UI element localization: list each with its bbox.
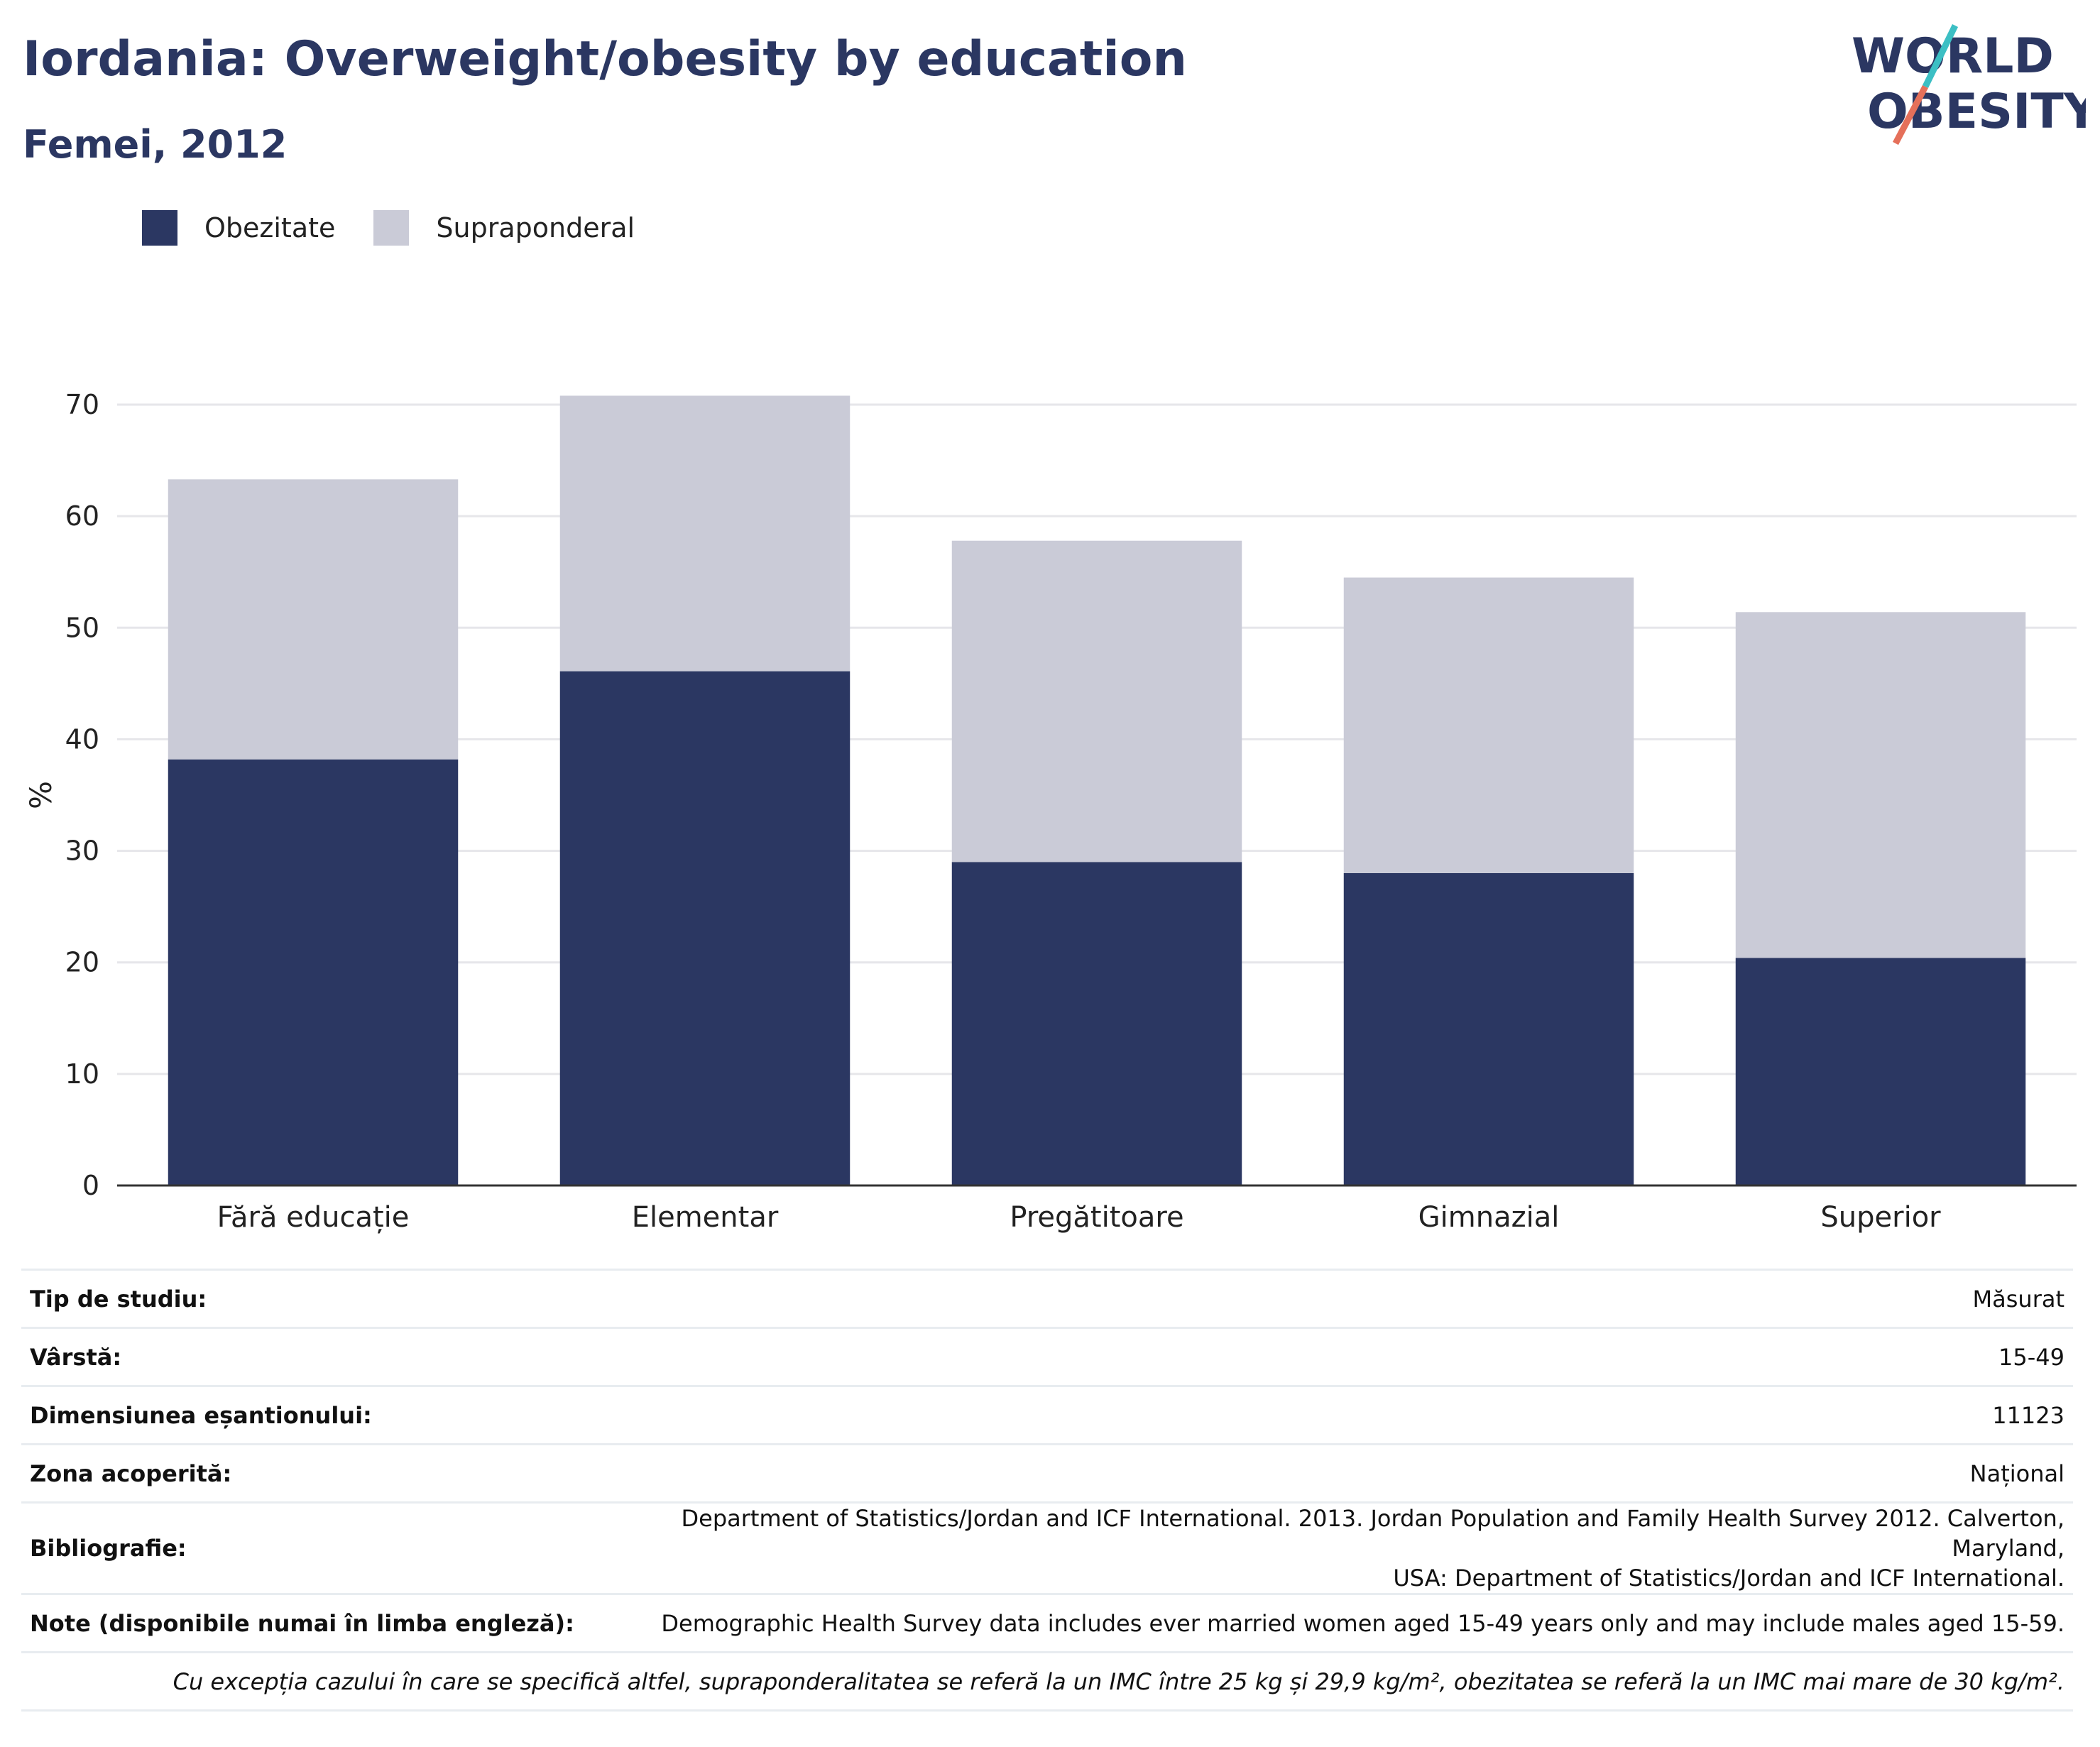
bar-obezitate bbox=[559, 671, 851, 1185]
meta-row: Vârstă: 15-49 bbox=[21, 1327, 2073, 1387]
legend-item-obezitate[interactable]: Obezitate bbox=[142, 210, 335, 246]
bar-supraponderal bbox=[168, 479, 459, 760]
bar-supraponderal bbox=[1735, 612, 2026, 958]
bar-obezitate bbox=[1735, 958, 2026, 1185]
bibliography-line2: USA: Department of Statistics/Jordan and… bbox=[1393, 1565, 2065, 1592]
meta-key: Dimensiunea eșantionului: bbox=[21, 1386, 583, 1445]
x-tick-label: Superior bbox=[1820, 1201, 1941, 1234]
bar-obezitate bbox=[168, 759, 459, 1185]
x-tick-label: Elementar bbox=[632, 1201, 779, 1234]
bar-supraponderal bbox=[951, 540, 1242, 862]
footnote: Cu excepția cazului în care se specifică… bbox=[21, 1652, 2073, 1712]
y-tick-label: 10 bbox=[65, 1058, 99, 1090]
y-axis-label: % bbox=[23, 781, 58, 809]
meta-key: Zona acoperită: bbox=[21, 1444, 583, 1504]
meta-row: Tip de studiu: Măsurat bbox=[21, 1269, 2073, 1329]
x-tick-label: Gimnazial bbox=[1418, 1201, 1560, 1234]
y-tick-label: 60 bbox=[65, 500, 99, 532]
logo-slash-red bbox=[1893, 84, 1928, 146]
meta-value: 11123 bbox=[582, 1386, 2073, 1445]
legend-label-obezitate: Obezitate bbox=[204, 212, 336, 243]
bibliography-line1: Department of Statistics/Jordan and ICF … bbox=[681, 1505, 2065, 1562]
chart-title: Iordania: Overweight/obesity by educatio… bbox=[23, 31, 1187, 87]
y-tick-label: 0 bbox=[82, 1170, 99, 1201]
meta-row: Dimensiunea eșantionului: 11123 bbox=[21, 1386, 2073, 1445]
meta-value: Măsurat bbox=[582, 1269, 2073, 1329]
x-tick-label: Fără educație bbox=[217, 1201, 410, 1234]
meta-row: Cu excepția cazului în care se specifică… bbox=[21, 1652, 2073, 1712]
x-tick-label: Pregătitoare bbox=[1010, 1201, 1183, 1234]
chart-subtitle: Femei, 2012 bbox=[23, 122, 288, 167]
y-tick-label: 30 bbox=[65, 836, 99, 867]
meta-key: Tip de studiu: bbox=[21, 1269, 583, 1329]
meta-row: Note (disponibile numai în limba engleză… bbox=[21, 1594, 2073, 1653]
y-tick-label: 20 bbox=[65, 947, 99, 978]
meta-row: Zona acoperită: Național bbox=[21, 1444, 2073, 1504]
y-tick-label: 70 bbox=[65, 389, 99, 420]
bar-obezitate bbox=[1343, 873, 1634, 1185]
meta-value: 15-49 bbox=[582, 1327, 2073, 1387]
bar-supraponderal bbox=[559, 395, 851, 672]
world-obesity-logo: WORLD OBESITY bbox=[1852, 24, 2086, 146]
chart-legend: Obezitate Supraponderal bbox=[142, 210, 673, 246]
meta-value: Demographic Health Survey data includes … bbox=[582, 1594, 2073, 1653]
legend-label-supraponderal: Supraponderal bbox=[436, 212, 635, 243]
meta-key: Bibliografie: bbox=[21, 1502, 583, 1595]
legend-item-supraponderal[interactable]: Supraponderal bbox=[373, 210, 635, 246]
meta-row: Bibliografie: Department of Statistics/J… bbox=[21, 1502, 2073, 1595]
y-tick-label: 40 bbox=[65, 723, 99, 755]
meta-key: Vârstă: bbox=[21, 1327, 583, 1387]
y-tick-label: 50 bbox=[65, 612, 99, 643]
meta-value: Național bbox=[582, 1444, 2073, 1504]
metadata-table: Tip de studiu: Măsurat Vârstă: 15-49 Dim… bbox=[21, 1269, 2073, 1712]
bar-obezitate bbox=[951, 862, 1242, 1185]
legend-swatch-obezitate bbox=[142, 210, 177, 246]
bar-chart: 0 10 20 30 40 50 60 70% Fără educație Elementar Pr… bbox=[23, 389, 2077, 1234]
logo-slash-teal bbox=[1922, 24, 1959, 88]
meta-value: Department of Statistics/Jordan and ICF … bbox=[582, 1502, 2073, 1595]
legend-swatch-supraponderal bbox=[373, 210, 410, 246]
meta-key: Note (disponibile numai în limba engleză… bbox=[21, 1594, 583, 1653]
bar-supraponderal bbox=[1343, 577, 1634, 873]
